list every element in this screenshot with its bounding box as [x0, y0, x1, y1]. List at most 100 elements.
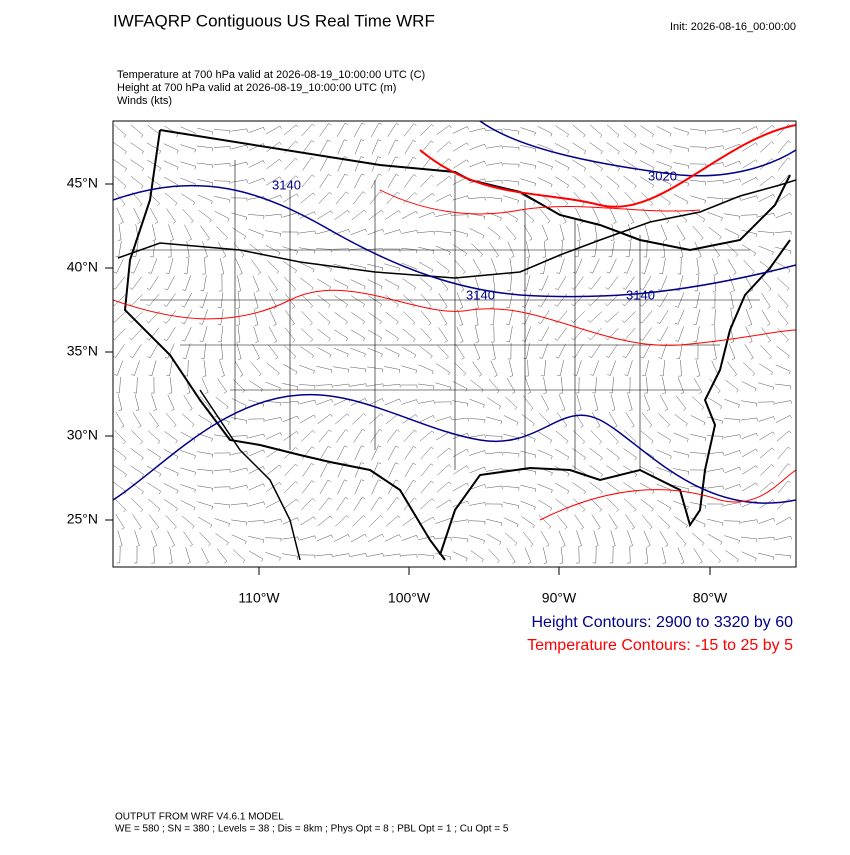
wind-barb: [486, 518, 503, 527]
ticks: [105, 183, 711, 575]
wind-barb: [741, 195, 758, 201]
wind-barb: [777, 480, 791, 494]
wind-barb: [469, 143, 486, 151]
wind-barb: [539, 208, 551, 224]
wind-barb: [742, 244, 757, 257]
wind-barb: [538, 275, 549, 291]
wind-barb: [609, 546, 614, 564]
wind-barb: [623, 498, 637, 512]
wind-barb: [113, 258, 124, 274]
wind-barb: [542, 241, 546, 258]
wind-barb: [469, 484, 486, 490]
wind-barb: [554, 327, 567, 341]
wind-barb: [248, 535, 265, 543]
wind-barb: [775, 554, 792, 559]
wind-barb: [214, 518, 230, 527]
wind-barb: [367, 366, 384, 373]
wind-barb: [418, 211, 435, 219]
wind-barb: [571, 276, 584, 290]
wind-barb: [726, 243, 739, 257]
wind-barb: [354, 445, 365, 461]
wind-barb: [116, 207, 124, 224]
wind-barb: [760, 276, 772, 292]
wind-barb: [607, 191, 619, 207]
wind-barb: [371, 445, 382, 461]
wind-barb: [298, 554, 316, 559]
wind-barb: [593, 224, 598, 241]
wind-barb: [505, 225, 517, 241]
wind-barb: [117, 394, 123, 411]
wind-barb: [316, 553, 333, 558]
wind-barb: [707, 533, 723, 545]
wind-barb: [507, 275, 512, 292]
wind-barb: [453, 142, 469, 152]
wind-barb: [711, 325, 716, 343]
wind-barb: [707, 485, 724, 490]
wind-barb: [401, 210, 418, 220]
wind-barb: [181, 292, 192, 308]
wind-barb: [741, 482, 758, 492]
wind-barb: [724, 178, 741, 184]
wind-barb: [623, 142, 638, 155]
wind-barb: [299, 399, 316, 405]
wind-barb: [741, 551, 757, 562]
wind-barb: [689, 146, 707, 151]
wind-barb: [577, 224, 581, 241]
wind-barb: [301, 174, 315, 188]
wind-barb: [758, 552, 775, 561]
wind-barb: [401, 399, 418, 405]
lat-label: 25°N: [67, 511, 98, 527]
wind-barb: [469, 418, 486, 423]
wind-barb: [573, 191, 585, 207]
wind-barb: [350, 366, 367, 373]
wind-barb: [605, 344, 618, 358]
wind-barb: [694, 342, 699, 360]
map-area: 3140 3020 3140 3140 45°N 40°N 35°N 30°N …: [67, 120, 797, 606]
wind-barb: [350, 533, 367, 543]
wind-barb: [388, 462, 399, 478]
wind-barb: [656, 310, 669, 325]
wind-barb: [656, 499, 672, 511]
wind-barb: [454, 259, 466, 275]
wind-barb: [368, 209, 384, 221]
wind-barb: [233, 379, 246, 394]
wind-barb: [759, 124, 775, 135]
wind-barb: [384, 534, 401, 542]
wind-barb: [740, 214, 758, 218]
wind-barb: [559, 377, 563, 394]
wind-barb: [691, 396, 705, 410]
wind-barb: [626, 207, 635, 224]
wind-barb: [148, 360, 157, 377]
wind-barb: [317, 210, 333, 220]
wind-barb: [265, 230, 282, 237]
wind-barb: [402, 328, 416, 342]
wind-barb: [435, 231, 452, 236]
wind-barb: [250, 361, 262, 377]
wind-barb: [248, 483, 265, 491]
wind-barb: [384, 366, 401, 373]
wind-barb: [266, 464, 282, 476]
wind-barb: [675, 531, 687, 547]
wind-barb: [252, 275, 260, 292]
wind-barb: [554, 143, 570, 154]
wind-barb: [285, 293, 296, 309]
wind-barb: [537, 449, 553, 460]
wind-barb: [248, 177, 265, 185]
wind-barb: [168, 224, 174, 241]
wind-barb: [539, 343, 548, 359]
wind-barb: [248, 214, 265, 219]
wind-barb: [742, 159, 758, 169]
wind-barb: [113, 175, 127, 189]
wind-barb: [606, 447, 620, 461]
footer-line: OUTPUT FROM WRF V4.6.1 MODEL: [115, 812, 284, 823]
wind-barb: [367, 383, 384, 388]
wind-barb: [729, 326, 735, 343]
wind-barb: [589, 258, 600, 274]
wind-barb: [384, 263, 400, 272]
wind-barb: [656, 126, 672, 137]
wind-barb: [403, 311, 416, 325]
wind-barb: [455, 344, 465, 360]
wind-barb: [555, 430, 569, 444]
wind-barb: [725, 550, 739, 563]
wind-barb: [640, 176, 655, 189]
